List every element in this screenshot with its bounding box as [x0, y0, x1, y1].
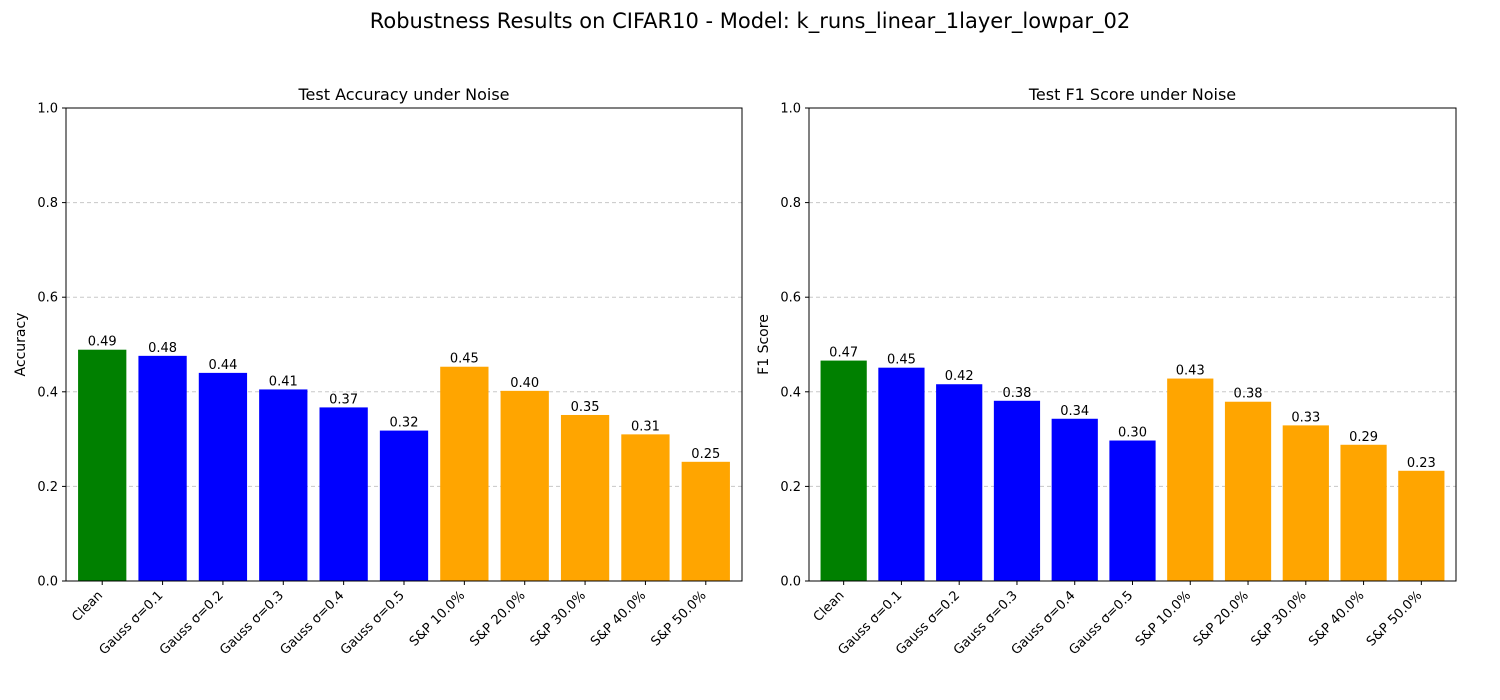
y-tick-label: 0.6 — [37, 291, 58, 306]
bar-value-label: 0.23 — [1407, 456, 1436, 471]
bar — [78, 349, 127, 581]
bar — [1167, 378, 1214, 581]
x-tick-label: S&P 30.0% — [528, 588, 589, 649]
bar-value-label: 0.47 — [829, 346, 858, 361]
bar-value-label: 0.32 — [390, 416, 419, 431]
bar-value-label: 0.29 — [1349, 430, 1378, 445]
bar — [1109, 440, 1156, 581]
y-tick-label: 0.2 — [780, 480, 801, 495]
bar-value-label: 0.33 — [1291, 410, 1320, 425]
x-tick-label: S&P 10.0% — [407, 588, 468, 649]
bar — [198, 372, 248, 581]
bar-value-label: 0.43 — [1176, 364, 1205, 379]
x-tick-label: Clean — [69, 588, 106, 625]
bar-value-label: 0.49 — [88, 335, 117, 350]
bar — [936, 384, 983, 581]
y-tick-label: 0.0 — [37, 575, 58, 590]
bar — [138, 355, 187, 581]
bar — [1398, 470, 1445, 581]
y-tick-label: 0.4 — [780, 385, 801, 400]
bar — [440, 366, 489, 581]
bar-value-label: 0.42 — [945, 369, 974, 384]
x-tick-label: S&P 20.0% — [1191, 588, 1252, 649]
x-tick-label: S&P 10.0% — [1133, 588, 1194, 649]
y-tick-label: 1.0 — [37, 102, 58, 117]
chart-title: Test F1 Score under Noise — [1028, 85, 1236, 104]
x-tick-label: S&P 40.0% — [1306, 588, 1367, 649]
bar — [1340, 444, 1387, 581]
bar-value-label: 0.48 — [148, 341, 177, 356]
axes-frame — [808, 107, 1457, 582]
bar — [1051, 418, 1098, 581]
x-tick-label: S&P 30.0% — [1248, 588, 1309, 649]
bar — [259, 389, 308, 581]
bar-value-label: 0.35 — [571, 400, 600, 415]
y-axis-title: F1 Score — [756, 314, 772, 375]
bar-value-label: 0.45 — [450, 352, 479, 367]
y-tick-label: 0.0 — [780, 575, 801, 590]
bar-value-label: 0.31 — [631, 419, 660, 434]
bar — [379, 430, 429, 581]
x-tick-label: Clean — [811, 588, 848, 625]
bar-value-label: 0.45 — [887, 353, 916, 368]
y-tick-label: 0.8 — [780, 196, 801, 211]
x-tick-label: Gauss σ=0.5 — [338, 588, 408, 658]
bar-value-label: 0.41 — [269, 374, 298, 389]
bar-value-label: 0.38 — [1002, 386, 1031, 401]
bar-value-label: 0.37 — [329, 392, 358, 407]
chart-title: Test Accuracy under Noise — [297, 85, 509, 104]
bar — [878, 367, 925, 581]
y-tick-label: 0.6 — [780, 291, 801, 306]
y-tick-label: 0.8 — [37, 196, 58, 211]
y-tick-label: 0.2 — [37, 480, 58, 495]
bar-value-label: 0.44 — [208, 358, 237, 373]
bar — [1224, 401, 1272, 581]
x-tick-label: S&P 20.0% — [467, 588, 528, 649]
y-tick-label: 0.4 — [37, 385, 58, 400]
bar — [621, 434, 670, 581]
bar — [560, 414, 610, 581]
chart-panel-1: 0.0 0.2 0.4 0.6 0.8 1.0 0.49 Clean 0.48 Gauss σ=0… — [13, 85, 743, 658]
bar-value-label: 0.40 — [510, 376, 539, 391]
axes-frame — [65, 107, 743, 582]
bar — [319, 407, 368, 581]
bar-value-label: 0.25 — [691, 447, 720, 462]
bar — [993, 400, 1041, 581]
bar — [1282, 425, 1329, 581]
bar — [681, 461, 730, 581]
figure-title: Robustness Results on CIFAR10 - Model: k… — [369, 9, 1131, 33]
bar — [820, 360, 867, 581]
bar-value-label: 0.30 — [1118, 426, 1147, 441]
bar-value-label: 0.38 — [1234, 387, 1263, 402]
y-axis-title: Accuracy — [13, 313, 29, 377]
x-tick-label: S&P 50.0% — [1364, 588, 1425, 649]
bar-value-label: 0.34 — [1060, 404, 1089, 419]
bar — [500, 390, 549, 581]
y-tick-label: 1.0 — [780, 102, 801, 117]
x-tick-label: S&P 50.0% — [648, 588, 709, 649]
x-tick-label: S&P 40.0% — [588, 588, 649, 649]
